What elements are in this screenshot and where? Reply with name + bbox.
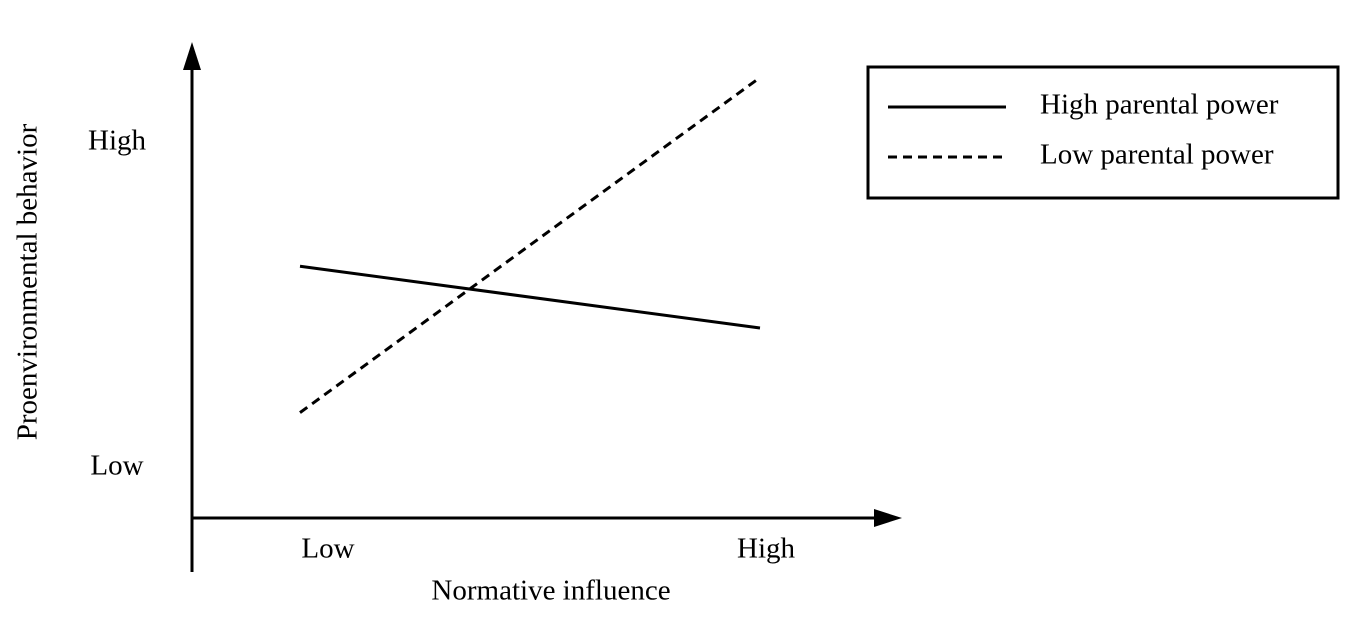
y-axis-arrow (183, 42, 201, 70)
x-axis-title: Normative influence (431, 575, 670, 607)
series-line (299, 264, 761, 330)
x-axis-arrow (874, 509, 902, 527)
legend-label: High parental power (1040, 89, 1279, 121)
legend-box (866, 65, 1340, 200)
y-tick-label: Low (90, 450, 143, 482)
y-axis-title: Proenvironmental behavior (12, 123, 44, 440)
series-line (299, 76, 761, 414)
legend-label: Low parental power (1040, 139, 1274, 171)
y-tick-label: High (88, 124, 147, 156)
x-tick-label: High (737, 533, 796, 565)
x-tick-label: Low (301, 533, 354, 565)
